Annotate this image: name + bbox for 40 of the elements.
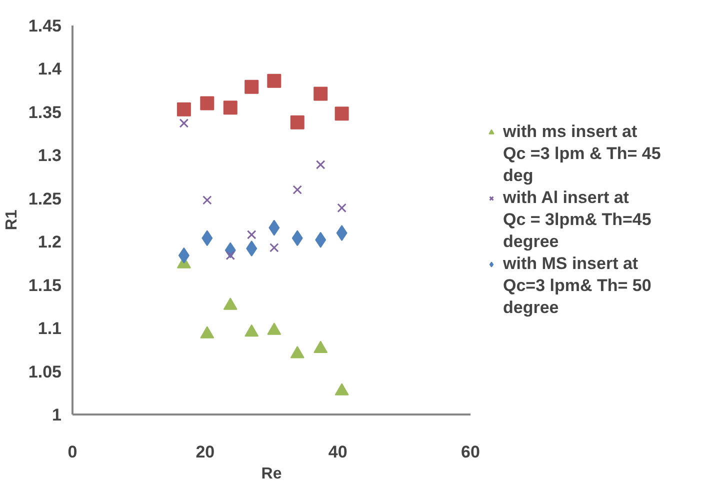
point [290,346,304,358]
y-axis-title: R1 [3,210,20,230]
legend-label: with MS insert at Qc=3 lpm& Th= 50 degree [503,254,652,318]
point [290,115,304,130]
point [202,195,212,205]
point [334,106,349,121]
y-tick-label: 1.15 [28,276,62,295]
point [200,326,214,338]
point [226,250,236,260]
y-tick-label: 1.2 [38,232,62,252]
y-tick-label: 1.05 [28,362,62,382]
point [176,102,191,116]
point [244,324,259,337]
point [223,100,238,115]
x-tick-label: 0 [68,442,78,462]
point [200,96,214,110]
y-tick-label: 1.4 [38,60,62,79]
x-tick-label: 40 [328,442,348,462]
y-tick-label: 1 [52,406,62,424]
point [270,243,279,252]
point [334,383,349,396]
y-tick-label: 1.25 [28,189,62,208]
x-tick-label: 60 [461,442,480,462]
point [267,74,282,88]
y-tick-label: 1.35 [28,102,62,122]
point [316,160,326,170]
point [179,118,189,128]
point [267,322,282,335]
point [337,203,346,213]
point [246,230,256,240]
y-tick-label: 1.1 [38,319,62,338]
point [223,298,238,310]
point [314,340,328,354]
y-tick-label: 1.45 [28,16,62,36]
point [292,185,302,194]
point [314,86,328,101]
x-tick-label: 20 [196,442,215,462]
y-tick-label: 1.3 [38,146,62,166]
point [244,80,259,94]
x-axis-title: Re [261,466,282,482]
